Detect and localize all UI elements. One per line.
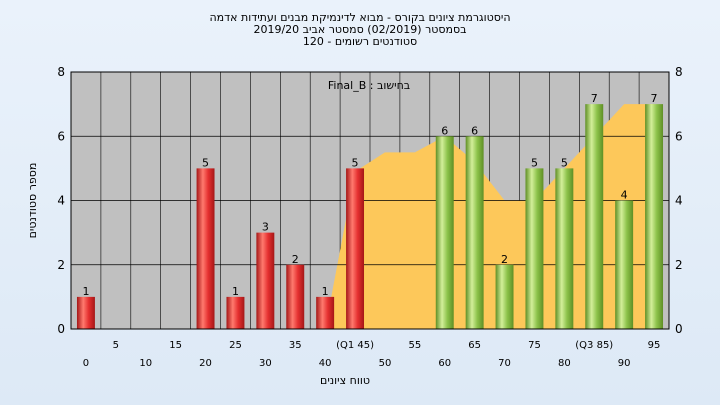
- bar-30: [256, 232, 275, 329]
- x-tick-label: 95: [648, 340, 661, 351]
- x-tick-label: 75: [528, 340, 541, 351]
- bar-label-30: 3: [262, 221, 269, 234]
- y-tick-left: 2: [57, 258, 65, 272]
- bar-0: [76, 296, 95, 329]
- chart-title-line-1: היסטוגרמת ציונים בקורס - מבוא לדינמיקת מ…: [209, 11, 511, 24]
- bar-label-70: 2: [501, 253, 508, 266]
- bar-label-40: 1: [322, 285, 329, 298]
- y-tick-right: 4: [675, 194, 683, 208]
- bar-20: [196, 168, 215, 329]
- y-tick-left: 0: [57, 322, 65, 336]
- legend-label: Final_B : בחישוב: [328, 79, 410, 92]
- bar-90: [615, 200, 634, 329]
- x-tick-label: 40: [319, 358, 332, 369]
- y-tick-left: 8: [57, 65, 65, 79]
- bar-45: [346, 168, 365, 329]
- bar-label-60: 6: [441, 124, 448, 137]
- x-tick-label: 60: [438, 358, 451, 369]
- y-tick-left: 4: [57, 194, 65, 208]
- x-tick-label: (Q1 45): [336, 340, 374, 351]
- bar-label-45: 5: [352, 156, 359, 169]
- bar-75: [525, 168, 544, 329]
- bar-label-65: 6: [471, 124, 478, 137]
- x-tick-label: 90: [618, 358, 631, 369]
- y-axis-label: מספר סטודנטים: [26, 163, 39, 239]
- bar-label-0: 1: [82, 285, 89, 298]
- bar-95: [645, 104, 664, 329]
- bar-label-95: 7: [651, 92, 658, 105]
- x-axis-label: טווח ציונים: [320, 374, 370, 387]
- y-tick-right: 8: [675, 65, 683, 79]
- x-tick-label: 15: [169, 340, 182, 351]
- bar-label-25: 1: [232, 285, 239, 298]
- x-tick-label: 10: [139, 358, 152, 369]
- y-tick-left: 6: [57, 129, 65, 143]
- x-tick-label: 65: [468, 340, 481, 351]
- bar-60: [435, 136, 454, 329]
- bar-80: [555, 168, 574, 329]
- bar-label-85: 7: [591, 92, 598, 105]
- y-tick-right: 2: [675, 258, 683, 272]
- chart-title-line-3: סטודנטים רשומים - 120: [302, 35, 418, 48]
- x-tick-label: 55: [408, 340, 421, 351]
- bar-65: [465, 136, 484, 329]
- x-tick-label: 25: [229, 340, 242, 351]
- plot-border: [70, 71, 670, 330]
- bar-40: [316, 296, 335, 329]
- x-tick-label: 50: [379, 358, 392, 369]
- y-tick-right: 0: [675, 322, 683, 336]
- x-tick-label: 80: [558, 358, 571, 369]
- x-tick-label: 0: [83, 358, 89, 369]
- x-tick-label: 70: [498, 358, 511, 369]
- bar-label-35: 2: [292, 253, 299, 266]
- bar-35: [286, 264, 305, 329]
- x-tick-label: 30: [259, 358, 272, 369]
- x-tick-label: 5: [113, 340, 119, 351]
- bar-70: [495, 264, 514, 329]
- bar-25: [226, 296, 245, 329]
- x-tick-label: 20: [199, 358, 212, 369]
- x-tick-label: (Q3 85): [575, 340, 613, 351]
- bar-label-80: 5: [561, 156, 568, 169]
- chart-title-line-2: בסמסטר (02/2019) סמסטר אביב 2019/20: [253, 23, 467, 36]
- bar-85: [585, 104, 604, 329]
- bar-label-90: 4: [621, 189, 628, 202]
- x-tick-label: 35: [289, 340, 302, 351]
- bar-label-75: 5: [531, 156, 538, 169]
- y-tick-right: 6: [675, 129, 683, 143]
- bar-label-20: 5: [202, 156, 209, 169]
